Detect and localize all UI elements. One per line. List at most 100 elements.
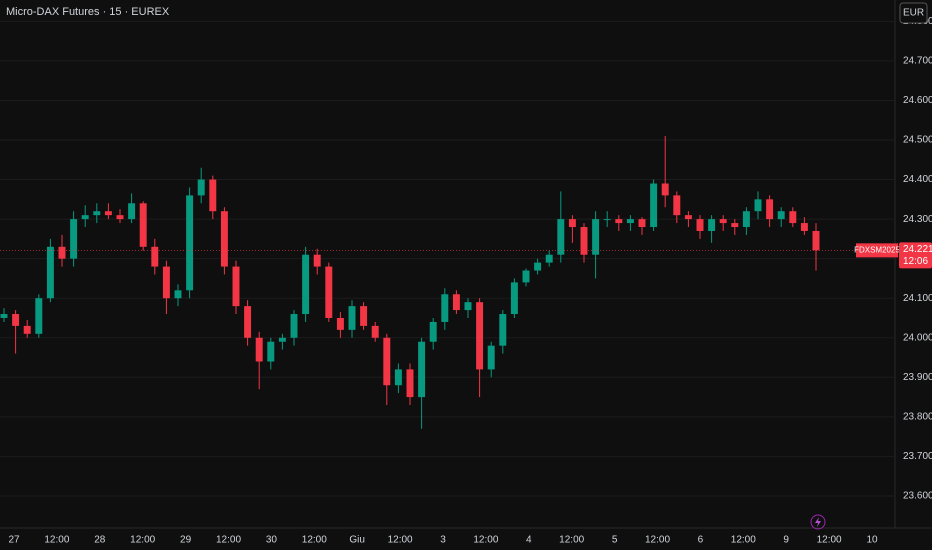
candle-body — [174, 290, 182, 299]
x-tick-label: 12:00 — [559, 535, 584, 546]
x-tick-label: 12:00 — [473, 535, 498, 546]
candle-body — [580, 227, 588, 255]
x-tick-label: 3 — [440, 535, 446, 546]
x-tick-label: 12:00 — [731, 535, 756, 546]
x-tick-label: 12:00 — [817, 535, 842, 546]
candle-body — [278, 337, 286, 342]
candle-body — [325, 266, 333, 318]
candle-body — [383, 337, 391, 386]
y-tick-label: 24.000 — [903, 332, 932, 343]
x-tick-label: 12:00 — [44, 535, 69, 546]
candle-body — [58, 246, 66, 259]
candle-body — [128, 203, 136, 220]
symbol-label: FDXSM2025 — [854, 245, 900, 254]
last-price-badge — [899, 242, 932, 269]
candle-body — [731, 223, 739, 228]
last-price-label: 24.221 — [903, 244, 932, 255]
grid — [0, 20, 895, 497]
candle-body — [394, 369, 402, 386]
currency-button[interactable] — [899, 2, 928, 24]
candle-body — [673, 195, 681, 216]
candle-body — [800, 223, 808, 231]
candle-body — [290, 314, 298, 338]
candle-body — [360, 306, 368, 326]
candle-body — [371, 325, 379, 338]
candle-body — [12, 314, 20, 326]
candle-body — [441, 294, 449, 322]
y-tick-label: 24.300 — [903, 214, 932, 225]
candle-body — [244, 306, 252, 338]
candle-body — [545, 254, 553, 263]
x-tick-label: 12:00 — [302, 535, 327, 546]
candle-body — [638, 219, 646, 228]
candle-body — [452, 294, 460, 311]
candle-body — [139, 203, 147, 247]
x-tick-label: Giu — [349, 535, 365, 546]
candle-body — [464, 302, 472, 311]
candle-body — [70, 219, 78, 259]
candle-body — [754, 199, 762, 212]
x-tick-label: 4 — [526, 535, 532, 546]
candle-body — [719, 219, 727, 224]
candle-body — [777, 211, 785, 220]
y-tick-label: 23.700 — [903, 451, 932, 462]
candle-body — [522, 270, 530, 283]
candle-body — [232, 266, 240, 307]
x-tick-label: 28 — [94, 535, 106, 546]
y-tick-label: 23.900 — [903, 372, 932, 383]
candle-body — [487, 345, 495, 370]
candle-body — [650, 183, 658, 228]
candle-body — [696, 219, 704, 231]
candle-body — [534, 262, 542, 271]
candle-body — [615, 219, 623, 224]
y-tick-label: 23.800 — [903, 412, 932, 423]
currency-label[interactable]: EUR — [903, 8, 924, 19]
candle-body — [104, 211, 112, 216]
x-tick-label: 12:00 — [130, 535, 155, 546]
candle-body — [220, 211, 228, 267]
candle-body — [162, 266, 170, 299]
candle-body — [742, 211, 750, 228]
y-tick-label: 23.600 — [903, 491, 932, 502]
candle-body — [626, 219, 634, 224]
candle-body — [406, 369, 414, 398]
candle-body — [499, 314, 507, 346]
candle-body — [23, 325, 31, 334]
x-tick-label: 12:00 — [645, 535, 670, 546]
candle-body — [116, 215, 124, 220]
candle-body — [766, 199, 774, 220]
candle-body — [151, 246, 159, 267]
x-tick-label: 29 — [180, 535, 192, 546]
candle-body — [209, 179, 217, 212]
candle-body — [557, 219, 565, 255]
x-tick-label: 27 — [8, 535, 20, 546]
candle-body — [429, 321, 437, 342]
candle-body — [336, 317, 344, 330]
candle-body — [197, 179, 205, 196]
candle-body — [267, 341, 275, 362]
candle-body — [93, 211, 101, 216]
y-tick-label: 24.500 — [903, 135, 932, 146]
chart-title: Micro-DAX Futures · 15 · EUREX — [6, 6, 170, 18]
x-tick-label: 6 — [698, 535, 704, 546]
candle-body — [476, 302, 484, 370]
candle-body — [510, 282, 518, 315]
candle-body — [46, 246, 54, 299]
candle-body — [255, 337, 263, 362]
x-tick-label: 5 — [612, 535, 618, 546]
y-tick-label: 24.700 — [903, 56, 932, 67]
x-tick-label: 10 — [866, 535, 878, 546]
candle-body — [603, 219, 611, 221]
candle-body — [81, 215, 89, 220]
candle-body — [0, 314, 8, 318]
x-tick-label: 12:00 — [216, 535, 241, 546]
candle-body — [592, 219, 600, 255]
candle-body — [789, 211, 797, 224]
events-icon[interactable] — [810, 514, 826, 530]
candle-body — [661, 183, 669, 196]
symbol-badge — [856, 243, 898, 258]
x-tick-label: 30 — [266, 535, 278, 546]
candle-body — [418, 341, 426, 398]
